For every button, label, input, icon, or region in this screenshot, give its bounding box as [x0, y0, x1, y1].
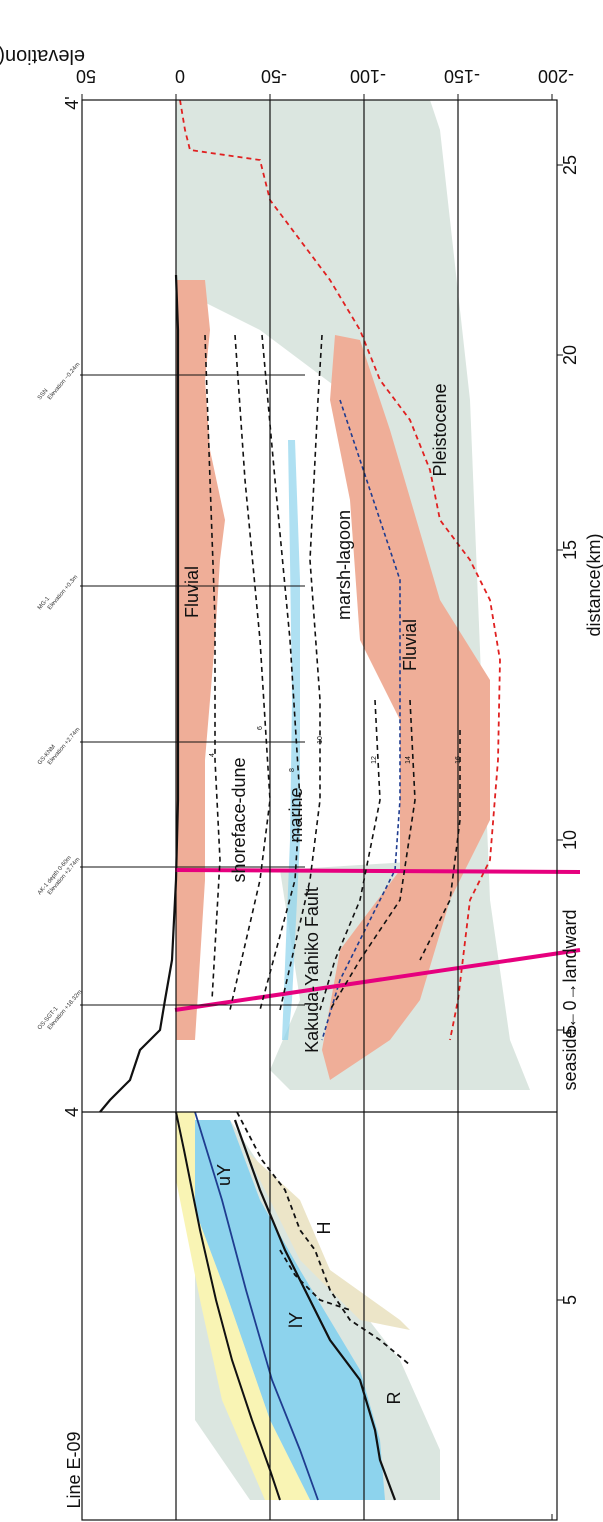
contour-label-16: 16: [455, 756, 462, 764]
unit-uY-fill: [176, 1112, 310, 1500]
unit-lY-fill: [195, 1120, 385, 1500]
marker-4-prime: 4': [62, 96, 82, 109]
fluvial-upper-fill: [176, 280, 225, 1040]
fault-line-2: [174, 948, 581, 1012]
distance-axis-label: distance(km): [584, 533, 603, 636]
depth-tick-top-1: 0: [175, 66, 185, 86]
contour-label-14: 14: [405, 756, 412, 764]
label-fluvial-upper: Fluvial: [182, 566, 202, 618]
depth-tick-top-0: 50: [76, 66, 96, 86]
fault-line-1: [174, 868, 581, 874]
depth-tick-top-3: -100: [350, 66, 386, 86]
distance-axis: distance(km) 5 10 15 20 25 seaside←0→lan…: [560, 155, 603, 1305]
seaside-tick-0: 5: [560, 1295, 580, 1305]
borehole-3-elev: Elevation +0.3m: [47, 574, 79, 611]
marker-4: 4: [62, 1107, 82, 1117]
landward-panel: [80, 99, 581, 1113]
lower-fluvial-top-dash: [321, 399, 401, 1041]
unit-H-fill: [245, 1150, 410, 1330]
contour-label-4: 4: [209, 753, 216, 757]
ground-surface: [99, 274, 180, 1113]
marine-fill: [282, 440, 300, 1040]
unit-label-uY: uY: [214, 1164, 234, 1186]
contour-labels: 4 6 8 10 12 14 16: [209, 726, 462, 772]
base-line: [233, 1119, 397, 1501]
fault-label: Kakuda-Yahiko Fault: [302, 887, 322, 1053]
frame: [81, 99, 558, 1521]
label-fluvial-lower: Fluvial: [400, 619, 420, 671]
depth-tick-top-5: -200: [538, 66, 574, 86]
distance-tick-0: 5: [560, 1025, 580, 1035]
borehole-labels: OS-SGT-1 Elevation +18.32m AK-1 depth 0-…: [37, 362, 84, 1032]
seaside-axis-label: seaside←0→landward: [560, 909, 580, 1090]
borehole-4-name: SSN: [37, 388, 50, 401]
depth-tick-top-2: -50: [261, 66, 287, 86]
distance-tick-3: 20: [560, 345, 580, 365]
line-label: Line E-09: [64, 1431, 84, 1508]
depth-tick-top-4: -150: [444, 66, 480, 86]
unit-label-H: H: [314, 1222, 334, 1235]
seafloor-line: [175, 1111, 281, 1501]
label-marine: marine: [286, 787, 306, 842]
frame-ticks: [81, 94, 553, 1520]
label-marsh-lagoon: marsh-lagoon: [334, 510, 354, 620]
contour-label-8: 8: [289, 768, 296, 772]
label-pleistocene: Pleistocene: [430, 383, 450, 476]
depth-axis-top: elevation(m) 50 0 -50 -100 -150 -200: [0, 45, 574, 86]
depth-axis-label: elevation(m): [0, 45, 85, 67]
distance-ticks: [557, 164, 563, 1301]
unit-label-R: R: [384, 1392, 404, 1405]
seaside-panel: [175, 1111, 440, 1501]
uY-lY-boundary: [194, 1111, 319, 1501]
pleistocene-top-dash: [179, 99, 501, 1041]
label-shoreface: shoreface-dune: [229, 757, 249, 882]
distance-tick-1: 10: [560, 830, 580, 850]
contour-label-10: 10: [317, 736, 324, 744]
borehole-4-elev: Elevation −0.24m: [47, 362, 82, 402]
contour-label-6: 6: [257, 726, 264, 730]
distance-tick-2: 15: [560, 540, 580, 560]
contour-label-12: 12: [371, 756, 378, 764]
unit-label-lY: lY: [286, 1312, 306, 1328]
H-inner-dash: [279, 1249, 351, 1311]
borehole-lines: [80, 374, 305, 1006]
contour-lines: [204, 334, 461, 1011]
distance-tick-4: 25: [560, 155, 580, 175]
